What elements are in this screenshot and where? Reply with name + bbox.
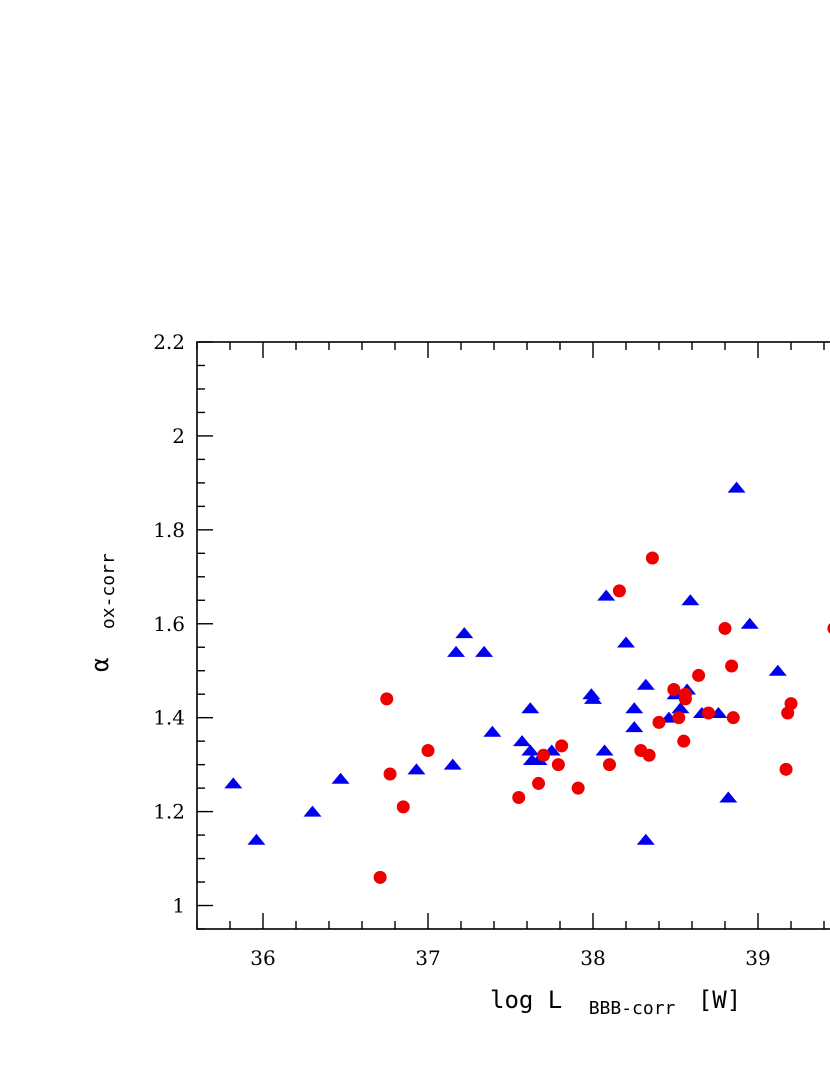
triangle-point	[636, 678, 655, 690]
triangle-point	[740, 617, 759, 629]
circle-point	[692, 668, 706, 682]
circle-point	[555, 739, 569, 753]
circle-point	[784, 697, 798, 711]
triangle-point	[671, 702, 690, 714]
triangle-point	[597, 589, 616, 601]
circle-point	[718, 621, 732, 635]
y-tick-label: 2	[172, 424, 185, 448]
y-tick-label: 1	[172, 894, 185, 918]
y-axis-label: α ox-corr	[86, 553, 119, 672]
points-layer	[224, 481, 830, 884]
circle-point	[672, 711, 686, 725]
y-tick-label: 1.4	[153, 706, 185, 730]
circle-point	[571, 781, 585, 795]
x-axis-label-sub: BBB-corr	[589, 998, 676, 1019]
y-tick-label: 1.6	[153, 612, 185, 636]
circle-point	[551, 758, 565, 772]
plot-frame	[196, 341, 830, 930]
circle-point	[667, 683, 681, 697]
triangle-point	[483, 725, 502, 737]
x-tick-label: 38	[580, 946, 605, 970]
circle-point	[779, 762, 793, 776]
triangle-point	[521, 744, 540, 756]
x-tick-label: 39	[745, 946, 770, 970]
circle-point	[677, 734, 691, 748]
triangle-point	[768, 664, 787, 676]
triangle-point	[595, 744, 614, 756]
y-tick-label: 1.2	[153, 800, 185, 824]
ticks-layer	[196, 341, 825, 930]
x-axis-label-unit: [W]	[698, 986, 741, 1014]
triangle-point	[475, 645, 494, 657]
circle-point	[652, 715, 666, 729]
triangle-point	[331, 772, 350, 784]
circle-point	[726, 711, 740, 725]
labels-layer: 36 37 38 39 1 1.2 1.4 1.6 1.8 2 2.2	[153, 330, 771, 970]
triangle-point	[617, 636, 635, 648]
x-tick-label: 36	[250, 946, 275, 970]
triangle-point	[625, 721, 644, 733]
circle-point	[603, 758, 616, 772]
triangle-point	[636, 833, 655, 845]
triangle-point	[303, 805, 322, 817]
triangle-point	[681, 594, 700, 606]
x-axis-label-main: log L	[490, 986, 562, 1014]
circle-point	[725, 659, 739, 673]
y-tick-label: 1.8	[153, 518, 185, 542]
circle-point	[537, 748, 550, 762]
x-tick-label: 37	[415, 946, 440, 970]
triangle-point	[513, 735, 532, 747]
circle-point	[373, 870, 387, 884]
circle-point	[421, 744, 435, 758]
circle-point	[396, 800, 410, 814]
triangle-point	[521, 702, 540, 714]
y-axis-label-main: α	[86, 658, 114, 672]
circle-point	[380, 692, 394, 706]
circle-point	[383, 767, 397, 781]
y-tick-label: 2.2	[153, 330, 185, 354]
triangle-point	[727, 481, 746, 493]
triangle-point	[719, 791, 738, 803]
circle-point	[645, 551, 659, 565]
circle-point	[678, 692, 692, 706]
triangle-point	[447, 645, 466, 657]
circle-point	[532, 776, 546, 790]
triangle-point	[224, 777, 243, 789]
triangle-point	[407, 763, 426, 775]
circle-point	[512, 791, 526, 805]
circle-point	[642, 748, 656, 762]
x-axis-label: log L BBB-corr [W]	[490, 986, 741, 1020]
circle-point	[612, 584, 626, 598]
y-axis-label-sub: ox-corr	[98, 553, 119, 629]
triangle-point	[247, 833, 266, 845]
circle-point	[702, 706, 715, 720]
triangle-point	[455, 627, 474, 639]
triangle-point	[443, 758, 462, 770]
circle-point	[827, 623, 830, 634]
triangle-point	[584, 692, 602, 704]
triangle-point	[625, 702, 644, 714]
